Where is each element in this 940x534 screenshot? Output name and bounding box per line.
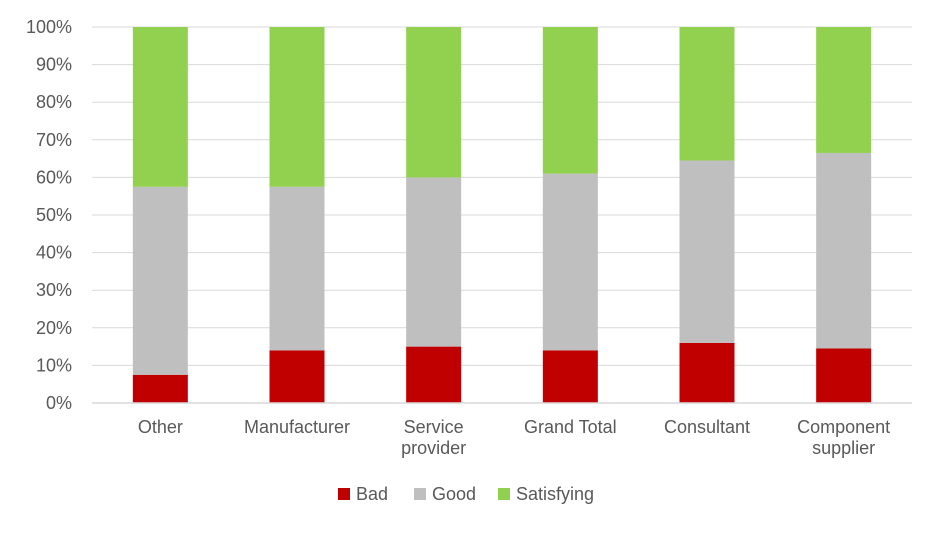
y-tick-label: 50% — [36, 205, 72, 225]
bar-segment-bad — [542, 350, 598, 403]
x-tick-label: Grand Total — [524, 417, 617, 437]
y-tick-label: 30% — [36, 280, 72, 300]
y-tick-label: 40% — [36, 243, 72, 263]
bar-segment-bad — [816, 348, 872, 403]
y-tick-label: 60% — [36, 167, 72, 187]
x-tick-label: supplier — [812, 438, 875, 458]
x-tick-label: Manufacturer — [244, 417, 350, 437]
bar-segment-satisfying — [679, 27, 735, 161]
gridlines — [92, 26, 912, 366]
bar-segment-satisfying — [406, 27, 462, 178]
y-axis: 0% 10% 20% 30% 40% 50% 60% 70% 80% 90% 100% — [26, 17, 72, 413]
bar-segment-satisfying — [269, 27, 325, 187]
y-tick-label: 80% — [36, 92, 72, 112]
x-tick-label: Service — [404, 417, 464, 437]
legend-label: Good — [432, 484, 476, 504]
y-tick-label: 100% — [26, 17, 72, 37]
bar-segment-bad — [269, 350, 325, 403]
legend: Bad Good Satisfying — [338, 484, 594, 504]
y-tick-label: 90% — [36, 55, 72, 75]
bar-segment-good — [132, 186, 188, 375]
legend-label: Bad — [356, 484, 388, 504]
y-tick-label: 70% — [36, 130, 72, 150]
y-tick-label: 20% — [36, 318, 72, 338]
bar-segment-good — [679, 160, 735, 343]
bar-segment-satisfying — [542, 27, 598, 174]
bar-segment-good — [542, 173, 598, 351]
x-tick-label: provider — [401, 438, 466, 458]
y-tick-label: 0% — [46, 393, 72, 413]
legend-swatch-satisfying — [498, 488, 510, 500]
bar-segment-satisfying — [132, 27, 188, 187]
bars — [132, 27, 872, 403]
x-tick-label: Consultant — [664, 417, 750, 437]
x-tick-label: Component — [797, 417, 890, 437]
bar-segment-good — [269, 186, 325, 351]
legend-swatch-bad — [338, 488, 350, 500]
legend-label: Satisfying — [516, 484, 594, 504]
y-tick-label: 10% — [36, 355, 72, 375]
bar-segment-good — [406, 177, 462, 347]
legend-swatch-good — [414, 488, 426, 500]
x-tick-label: Other — [138, 417, 183, 437]
bar-segment-satisfying — [816, 27, 872, 153]
bar-segment-bad — [406, 346, 462, 403]
bar-segment-bad — [679, 342, 735, 403]
bar-segment-bad — [132, 374, 188, 403]
bar-segment-good — [816, 152, 872, 349]
